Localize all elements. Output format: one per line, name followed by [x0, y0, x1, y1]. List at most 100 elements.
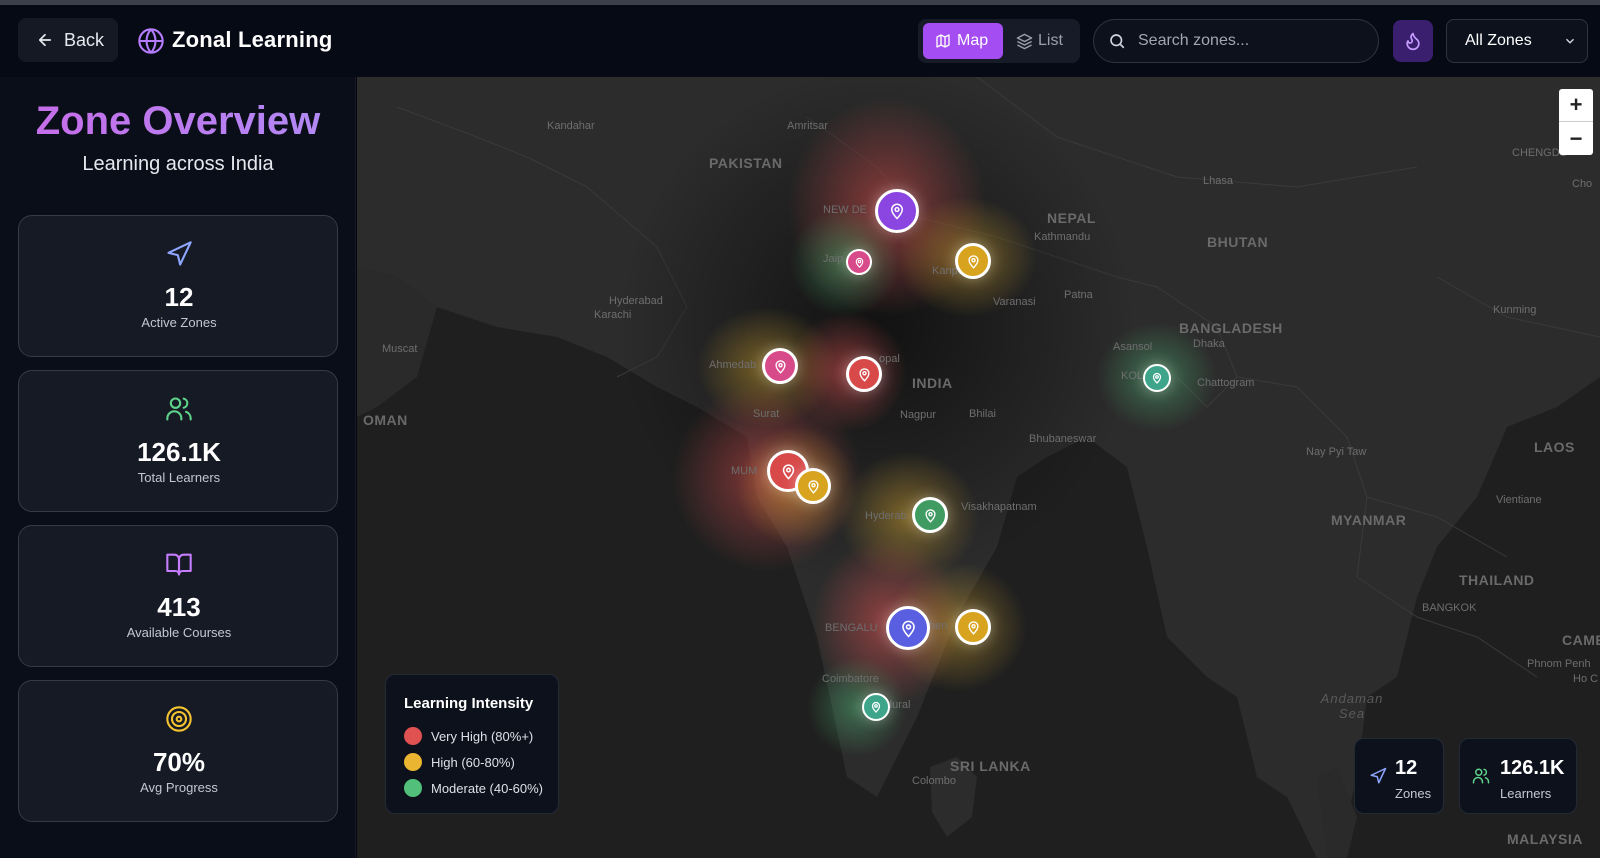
map-pin-icon: [924, 508, 936, 523]
map-pin-icon: [1152, 372, 1162, 384]
stat-card-avg-progress: 70% Avg Progress: [18, 680, 338, 822]
summary-zones-label: Zones: [1395, 786, 1432, 801]
legend-item: Moderate (40-60%): [404, 779, 543, 797]
map-label: Patna: [1064, 289, 1093, 301]
map-label: Varanasi: [993, 296, 1036, 308]
legend-item: Very High (80%+): [404, 727, 533, 745]
navigation-icon: [167, 241, 192, 266]
map-label: Chattogram: [1197, 377, 1255, 389]
stat-value: 126.1K: [137, 437, 221, 467]
map-label: LAOS: [1534, 439, 1575, 455]
map-label: Hyderab: [865, 510, 907, 522]
list-view-button[interactable]: List: [1010, 23, 1076, 59]
globe-icon: [138, 28, 164, 54]
map-label: BHUTAN: [1207, 234, 1269, 250]
zone-marker-delhi[interactable]: [875, 189, 919, 233]
map-label: NEPAL: [1047, 210, 1096, 226]
map-view-label: Map: [957, 32, 989, 49]
zone-marker-bhopal[interactable]: [846, 356, 882, 392]
zone-map[interactable]: Kandahar Amritsar PAKISTAN NEW DE NEPAL …: [357, 77, 1600, 858]
map-pin-icon: [782, 463, 794, 480]
map-label: Amritsar: [787, 120, 828, 132]
zone-marker-madurai[interactable]: [862, 693, 890, 721]
zone-marker-pune[interactable]: [795, 468, 831, 504]
map-label: Phnom Penh: [1527, 658, 1591, 670]
stat-card-active-zones: 12 Active Zones: [18, 215, 338, 357]
map-label: Bhubaneswar: [1029, 433, 1097, 445]
view-toggle: Map List: [918, 19, 1080, 63]
map-pin-icon: [901, 620, 915, 638]
map-label: OMAN: [363, 412, 408, 428]
search-input[interactable]: [1138, 32, 1368, 50]
zone-marker-chennai[interactable]: [955, 609, 991, 645]
legend-swatch: [404, 779, 422, 797]
zone-marker-hyderabad[interactable]: [912, 497, 948, 533]
legend-swatch: [404, 753, 422, 771]
zone-marker-kanpur[interactable]: [955, 243, 991, 279]
map-label: Kandahar: [547, 120, 595, 132]
back-button[interactable]: Back: [18, 18, 118, 62]
map-label: BANGKOK: [1422, 602, 1477, 614]
map-label: Coimbatore: [822, 673, 879, 685]
map-label: Surat: [753, 408, 780, 420]
app-title: Zonal Learning: [172, 27, 333, 52]
zoom-control: + −: [1559, 89, 1593, 155]
legend-label: Very High (80%+): [431, 728, 534, 744]
stat-value: 413: [157, 592, 201, 622]
map-summary-zones: 12 Zones: [1354, 738, 1444, 814]
window-top-edge: [0, 0, 1600, 5]
map-label: BANGLADESH: [1179, 320, 1283, 336]
summary-learners-label: Learners: [1500, 786, 1552, 801]
map-label: MUM: [731, 465, 758, 477]
map-label: Jaip: [823, 253, 844, 265]
map-view-button[interactable]: Map: [923, 23, 1003, 59]
zoom-in-button[interactable]: +: [1559, 89, 1593, 122]
map-label: Karachi: [594, 309, 632, 321]
stat-label: Total Learners: [137, 470, 221, 485]
map-label: PAKISTAN: [709, 155, 783, 171]
arrow-left-icon: [38, 33, 52, 47]
map-label: CAMB: [1562, 632, 1600, 648]
zone-marker-kolkata[interactable]: [1143, 364, 1171, 392]
zone-marker-jaipur[interactable]: [846, 249, 872, 275]
map-pin-icon: [967, 254, 979, 269]
map-label: NEW DE: [823, 204, 867, 216]
intensity-legend: Learning Intensity Very High (80%+) High…: [385, 674, 559, 814]
zone-marker-ahmedabad[interactable]: [762, 348, 798, 384]
map-label: Nay Pyi Taw: [1306, 446, 1367, 458]
legend-title: Learning Intensity: [404, 695, 534, 712]
map-label: dural: [886, 699, 911, 711]
map-label: Muscat: [382, 343, 418, 355]
book-open-icon: [166, 553, 192, 576]
flame-icon: [1406, 32, 1420, 51]
legend-swatch: [404, 727, 422, 745]
zone-filter-select[interactable]: All Zones: [1446, 19, 1588, 63]
stat-label: Active Zones: [141, 315, 217, 330]
top-bar: Back Zonal Learning Map List All Zones: [0, 5, 1600, 77]
map-label: Visakhapatnam: [961, 501, 1037, 513]
map-pin-icon: [855, 257, 863, 268]
legend-label: Moderate (40-60%): [431, 780, 543, 796]
map-pin-icon: [807, 479, 819, 494]
map-label: hen: [929, 620, 948, 632]
map-label: CHENGDU: [1512, 147, 1568, 159]
zone-marker-bengaluru[interactable]: [886, 606, 930, 650]
overview-title: Zone Overview: [0, 99, 356, 144]
map-label: Vientiane: [1496, 494, 1542, 506]
map-label: THAILAND: [1459, 572, 1535, 588]
target-icon: [166, 706, 192, 732]
map-label: Cho: [1572, 178, 1593, 190]
chevron-down-icon: [1566, 38, 1574, 44]
stat-value: 12: [164, 282, 194, 312]
zoom-out-button[interactable]: −: [1569, 125, 1583, 151]
heatmap-toggle-button[interactable]: [1393, 20, 1433, 62]
map-label: Dhaka: [1193, 338, 1225, 350]
list-view-label: List: [1038, 32, 1063, 49]
stat-card-total-learners: 126.1K Total Learners: [18, 370, 338, 512]
map-label: MYANMAR: [1331, 512, 1407, 528]
legend-label: High (60-80%): [431, 754, 515, 770]
map-label: BENGALU: [825, 622, 878, 634]
map-summary-learners: 126.1K Learners: [1459, 738, 1577, 814]
map-label: Bhilai: [969, 408, 996, 420]
map-label: Ahmedab: [709, 359, 757, 371]
